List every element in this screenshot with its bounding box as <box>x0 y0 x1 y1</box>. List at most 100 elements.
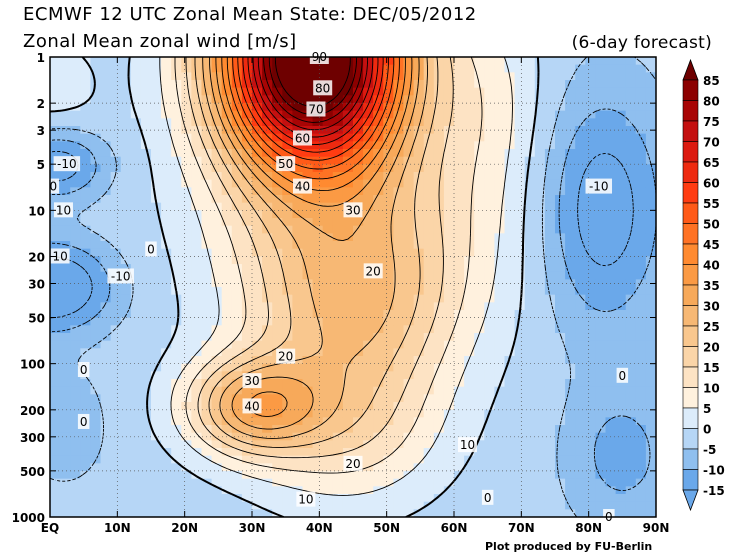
field-cell <box>454 202 465 211</box>
field-cell <box>615 279 627 288</box>
field-cell <box>292 218 304 227</box>
field-cell <box>231 471 243 480</box>
field-cell <box>474 302 485 311</box>
field-cell <box>443 87 455 96</box>
field-cell <box>595 218 607 227</box>
field-cell <box>383 455 394 464</box>
field-cell <box>464 463 475 472</box>
field-cell <box>635 455 647 464</box>
field-cell <box>231 210 243 219</box>
field-cell <box>504 371 516 380</box>
field-cell <box>625 494 637 503</box>
colorbar-label: -10 <box>703 464 725 478</box>
field-cell <box>140 95 152 104</box>
field-cell <box>605 202 617 211</box>
field-cell <box>181 172 192 181</box>
field-cell <box>464 394 475 403</box>
field-cell <box>161 294 172 303</box>
field-cell <box>120 340 132 349</box>
field-cell <box>443 264 455 273</box>
field-cell <box>353 356 364 365</box>
field-cell <box>504 156 516 165</box>
field-cell <box>252 356 263 365</box>
field-cell <box>353 225 364 234</box>
field-cell <box>544 463 556 472</box>
field-cell <box>514 402 526 411</box>
field-cell <box>221 471 233 480</box>
field-cell <box>514 494 526 503</box>
field-cell <box>161 172 172 181</box>
field-cell <box>110 310 122 319</box>
field-cell <box>292 95 304 104</box>
field-cell <box>575 455 586 464</box>
field-cell <box>494 64 506 73</box>
field-cell <box>565 87 576 96</box>
field-cell <box>231 379 243 388</box>
field-cell <box>504 379 516 388</box>
field-cell <box>575 233 586 242</box>
field-cell <box>90 218 102 227</box>
field-cell <box>363 317 374 326</box>
field-cell <box>413 233 425 242</box>
field-cell <box>585 455 596 464</box>
field-cell <box>80 348 91 357</box>
field-cell <box>555 310 566 319</box>
field-cell <box>363 448 374 457</box>
contour-label: 40 <box>244 399 259 413</box>
field-cell <box>211 356 223 365</box>
field-cell <box>635 233 647 242</box>
field-cell <box>90 501 102 510</box>
field-cell <box>433 455 445 464</box>
field-cell <box>241 302 253 311</box>
field-cell <box>100 156 112 165</box>
field-cell <box>393 486 405 495</box>
field-cell <box>191 202 203 211</box>
field-cell <box>645 386 656 395</box>
field-cell <box>373 225 384 234</box>
field-cell <box>171 95 182 104</box>
field-cell <box>555 218 566 227</box>
field-cell <box>544 409 556 418</box>
field-cell <box>403 103 415 112</box>
field-cell <box>332 248 344 257</box>
field-cell <box>262 432 273 441</box>
field-cell <box>433 57 445 66</box>
field-cell <box>504 80 516 89</box>
field-cell <box>635 210 647 219</box>
field-cell <box>413 501 425 510</box>
field-cell <box>494 271 506 280</box>
field-cell <box>60 233 71 242</box>
field-cell <box>443 110 455 119</box>
colorbar-label: 20 <box>703 341 720 355</box>
field-cell <box>585 402 596 411</box>
field-cell <box>60 87 71 96</box>
field-cell <box>575 356 586 365</box>
field-cell <box>433 218 445 227</box>
field-cell <box>100 417 112 426</box>
field-cell <box>464 509 475 517</box>
field-cell <box>393 202 405 211</box>
field-cell <box>282 279 293 288</box>
field-cell <box>474 325 485 334</box>
field-cell <box>575 141 586 150</box>
field-cell <box>514 264 526 273</box>
field-cell <box>595 164 607 173</box>
field-cell <box>504 133 516 142</box>
field-cell <box>555 494 566 503</box>
field-cell <box>282 425 293 434</box>
field-cell <box>504 363 516 372</box>
field-cell <box>423 218 435 227</box>
field-cell <box>413 302 425 311</box>
field-cell <box>363 110 374 119</box>
field-cell <box>474 179 485 188</box>
field-cell <box>393 409 405 418</box>
field-cell <box>433 233 445 242</box>
field-cell <box>534 118 546 127</box>
field-cell <box>534 195 546 204</box>
field-cell <box>80 164 91 173</box>
field-cell <box>403 195 415 204</box>
field-cell <box>252 486 263 495</box>
field-cell <box>544 187 556 196</box>
field-cell <box>302 126 314 135</box>
field-cell <box>282 317 293 326</box>
